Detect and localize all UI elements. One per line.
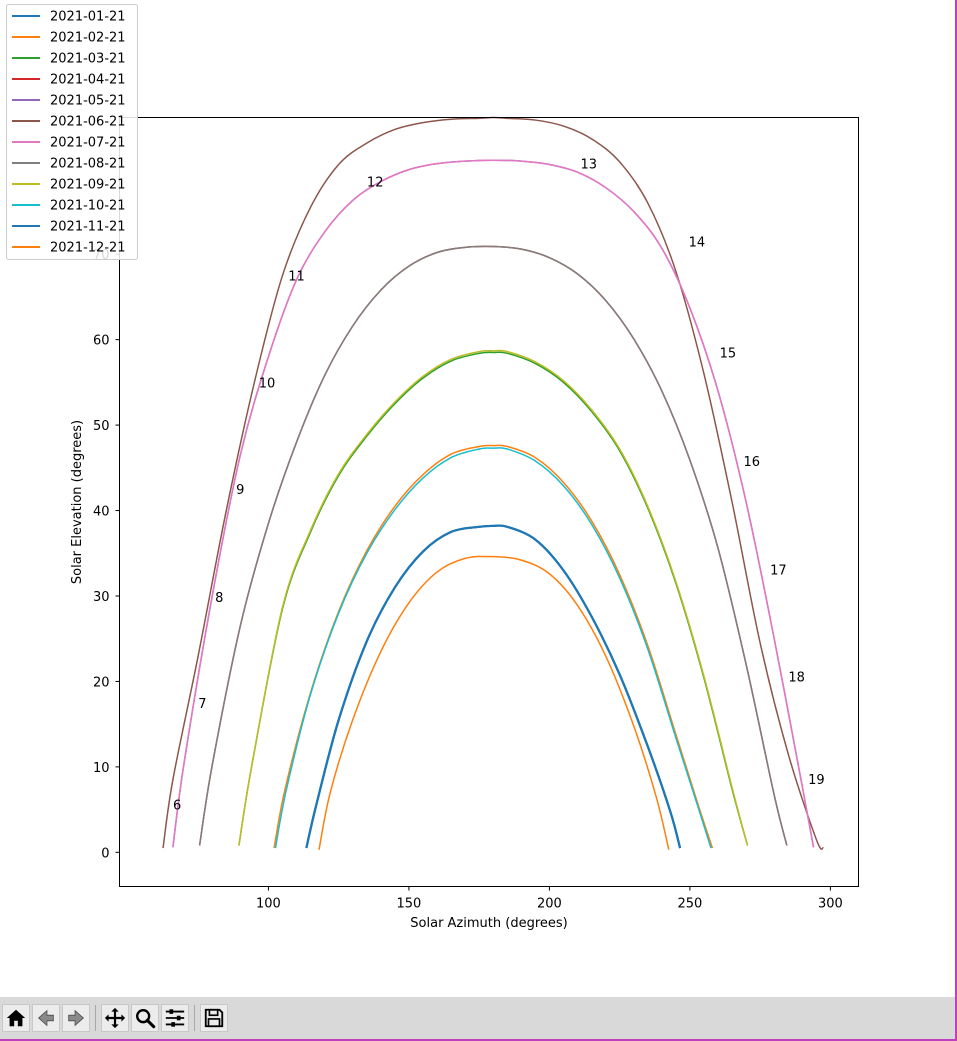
- save-button[interactable]: [200, 1004, 228, 1032]
- y-tick-label: 0: [101, 846, 109, 861]
- legend-label: 2021-07-21: [50, 136, 126, 151]
- home-button[interactable]: [2, 1004, 30, 1032]
- hour-label: 11: [288, 270, 305, 285]
- legend-label: 2021-01-21: [50, 10, 126, 25]
- hour-label: 18: [788, 670, 805, 685]
- series-line-2021-06-21: [162, 116, 824, 850]
- series-line-2021-11-21: [305, 524, 682, 849]
- hour-labels: 6 7 8 9 10 11 12 13 14 15 16 17 18 19: [173, 158, 825, 814]
- series-line-2021-04-21: [198, 245, 788, 846]
- series-line-2021-05-21: [172, 159, 815, 848]
- series-line-2021-08-21: [198, 245, 788, 846]
- y-tick-label: 50: [93, 419, 110, 434]
- x-axis-label: Solar Azimuth (degrees): [410, 916, 567, 931]
- series-line-2021-12-21: [318, 555, 670, 850]
- forward-arrow-icon: [68, 1009, 85, 1027]
- legend-label: 2021-11-21: [50, 220, 126, 235]
- hour-label: 8: [215, 591, 223, 606]
- series-line-2021-10-21: [274, 447, 712, 849]
- legend-label: 2021-08-21: [50, 157, 126, 172]
- back-button[interactable]: [32, 1004, 60, 1032]
- pan-button[interactable]: [101, 1004, 129, 1032]
- forward-button[interactable]: [62, 1004, 90, 1032]
- hour-label: 17: [770, 564, 787, 579]
- move-icon: [104, 1007, 126, 1029]
- y-tick-label: 10: [93, 761, 110, 776]
- series-line-2021-03-21: [238, 351, 749, 846]
- legend-label: 2021-09-21: [50, 178, 126, 193]
- window-frame-right: [955, 0, 957, 1041]
- legend: 2021-01-21 2021-02-21 2021-03-21 2021-04-21…: [6, 4, 138, 260]
- y-axis-ticks: 010203040506070: [93, 248, 120, 861]
- hour-label: 12: [367, 176, 384, 191]
- y-tick-label: 40: [93, 505, 110, 520]
- legend-label: 2021-02-21: [50, 31, 126, 46]
- navigation-toolbar: [0, 997, 955, 1039]
- toolbar-separator: [95, 1005, 96, 1031]
- legend-label: 2021-06-21: [50, 115, 126, 130]
- legend-label: 2021-10-21: [50, 199, 126, 214]
- legend-label: 2021-03-21: [50, 52, 126, 67]
- hour-label: 15: [720, 346, 737, 361]
- hour-label: 16: [743, 455, 760, 470]
- x-tick-label: 100: [256, 897, 281, 912]
- series-lines: [162, 116, 824, 850]
- hour-label: 10: [259, 376, 276, 391]
- hour-label: 19: [808, 773, 825, 788]
- window-frame-bottom: [0, 1039, 957, 1041]
- x-tick-label: 150: [397, 897, 422, 912]
- x-axis-ticks: 100 150 200 250 300: [256, 886, 843, 912]
- hour-label: 9: [236, 483, 244, 498]
- zoom-button[interactable]: [131, 1004, 159, 1032]
- legend-box: [6, 4, 138, 260]
- y-tick-label: 20: [93, 675, 110, 690]
- y-tick-label: 60: [93, 334, 110, 349]
- plot-area-frame: [119, 117, 859, 887]
- hour-label: 14: [689, 235, 706, 250]
- x-tick-label: 250: [677, 897, 702, 912]
- legend-label: 2021-04-21: [50, 73, 126, 88]
- toolbar-separator: [194, 1005, 195, 1031]
- hour-label: 13: [580, 158, 597, 173]
- legend-label: 2021-12-21: [50, 241, 126, 256]
- y-axis-label: Solar Elevation (degrees): [70, 420, 85, 584]
- series-line-2021-09-21: [238, 349, 749, 846]
- x-tick-label: 200: [537, 897, 562, 912]
- legend-label: 2021-05-21: [50, 94, 126, 109]
- series-line-2021-07-21: [172, 159, 815, 848]
- configure-subplots-button[interactable]: [161, 1004, 189, 1032]
- back-arrow-icon: [37, 1009, 54, 1027]
- hour-label: 7: [198, 697, 206, 712]
- home-icon: [6, 1009, 26, 1027]
- x-tick-label: 300: [818, 897, 843, 912]
- floppy-disk-icon: [204, 1008, 224, 1028]
- y-tick-label: 30: [93, 590, 110, 605]
- sliders-icon: [165, 1009, 185, 1027]
- hour-label: 6: [173, 798, 181, 813]
- magnifier-icon: [136, 1009, 156, 1029]
